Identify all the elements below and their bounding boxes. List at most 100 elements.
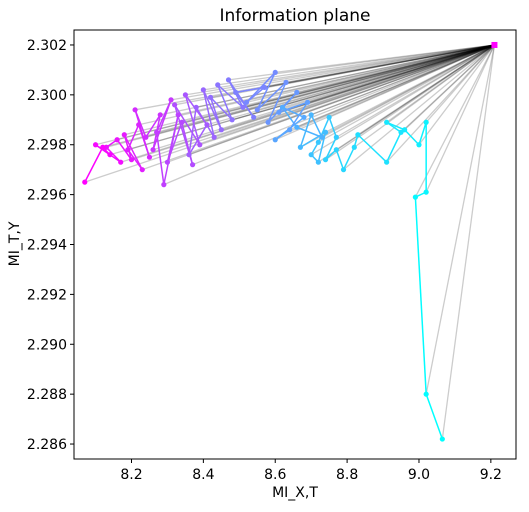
data-point <box>240 104 246 110</box>
connector-line <box>343 44 495 171</box>
y-tick-label: 2.300 <box>27 88 67 104</box>
connector-line <box>199 44 495 146</box>
connector-line <box>353 44 495 148</box>
data-point <box>121 132 127 138</box>
data-point <box>423 189 429 195</box>
trajectory-segment <box>152 99 172 150</box>
data-point <box>297 144 303 150</box>
connector-line <box>185 44 495 96</box>
trajectory-segment <box>256 81 287 111</box>
trajectory-segment <box>202 89 215 138</box>
data-point <box>229 117 235 123</box>
trajectory-segment <box>256 72 276 111</box>
connector-line <box>192 44 495 166</box>
data-point <box>168 97 174 103</box>
trajectory-segment <box>116 139 133 161</box>
data-point <box>243 99 250 105</box>
x-tick-label: 8.2 <box>120 467 142 483</box>
data-point <box>150 147 156 153</box>
connector-line <box>213 44 495 138</box>
trajectory-segment <box>386 121 402 133</box>
trajectory-segment <box>188 107 197 155</box>
trajectory-segment <box>184 94 201 145</box>
data-point <box>164 159 171 165</box>
trajectory-line <box>84 71 444 440</box>
connector-line <box>318 44 495 143</box>
trajectory-segment <box>210 96 233 121</box>
x-axis-ticks: 8.2 8.4 8.6 8.8 9.0 9.2 <box>120 459 502 483</box>
trajectory-segment <box>267 82 287 123</box>
chart-title: Information plane <box>220 6 371 26</box>
data-point <box>92 142 99 148</box>
data-point <box>276 109 282 115</box>
connector-line <box>106 44 495 148</box>
data-point <box>326 114 332 120</box>
data-point <box>107 152 113 158</box>
data-point <box>125 147 131 153</box>
y-tick-label: 2.294 <box>27 238 67 254</box>
data-point <box>304 99 311 105</box>
connector-line <box>296 44 495 128</box>
connector-line <box>303 44 495 118</box>
connector-line <box>404 44 495 131</box>
data-point <box>384 159 390 165</box>
data-point <box>283 79 289 85</box>
connector-line <box>156 44 495 133</box>
data-point <box>103 144 109 150</box>
connector-line <box>131 44 495 161</box>
y-tick-label: 2.296 <box>27 188 67 204</box>
trajectory-segment <box>217 84 233 121</box>
connector-line <box>206 44 495 126</box>
connector-line <box>400 44 495 133</box>
data-point <box>161 182 167 188</box>
data-point <box>172 102 178 108</box>
connector-line <box>325 44 495 161</box>
x-axis-label: MI_X,T <box>272 485 318 501</box>
data-point <box>308 112 314 118</box>
data-points <box>82 41 498 442</box>
connector-line <box>425 44 496 395</box>
connector-line <box>335 44 495 138</box>
data-point <box>128 157 135 163</box>
trajectory-segment <box>217 84 244 108</box>
data-point <box>179 119 185 125</box>
data-point <box>182 92 188 98</box>
connector-line <box>152 44 495 151</box>
y-tick-label: 2.302 <box>27 38 67 54</box>
data-point <box>200 87 206 93</box>
trajectory-segment <box>282 106 305 118</box>
connector-line <box>246 44 495 103</box>
connector-line <box>188 44 495 156</box>
y-tick-label: 2.298 <box>27 138 67 154</box>
trajectory-segment <box>246 86 265 103</box>
x-tick-label: 8.4 <box>192 467 214 483</box>
data-point <box>416 142 422 148</box>
data-point <box>351 144 357 150</box>
trajectory-segment <box>123 134 143 171</box>
data-point <box>319 134 325 140</box>
trajectory-segment <box>181 122 194 165</box>
x-tick-label: 9.0 <box>408 467 430 483</box>
data-point <box>308 152 314 158</box>
data-point <box>82 179 88 185</box>
data-point <box>294 124 300 130</box>
data-point <box>301 114 307 120</box>
connector-line <box>425 44 496 193</box>
connector-line <box>203 44 495 91</box>
trajectory-segment <box>425 393 444 440</box>
y-tick-label: 2.286 <box>27 437 67 453</box>
connector-line <box>196 44 495 108</box>
connector-line <box>231 44 495 121</box>
data-point <box>233 89 239 95</box>
trajectory-segment <box>335 149 345 170</box>
data-point <box>136 122 142 128</box>
connector-line <box>134 44 495 111</box>
data-point <box>204 122 210 128</box>
connector-line <box>310 44 495 116</box>
data-point <box>189 162 196 168</box>
connector-line <box>321 44 495 138</box>
connector-line <box>285 44 495 84</box>
data-point <box>322 157 329 163</box>
